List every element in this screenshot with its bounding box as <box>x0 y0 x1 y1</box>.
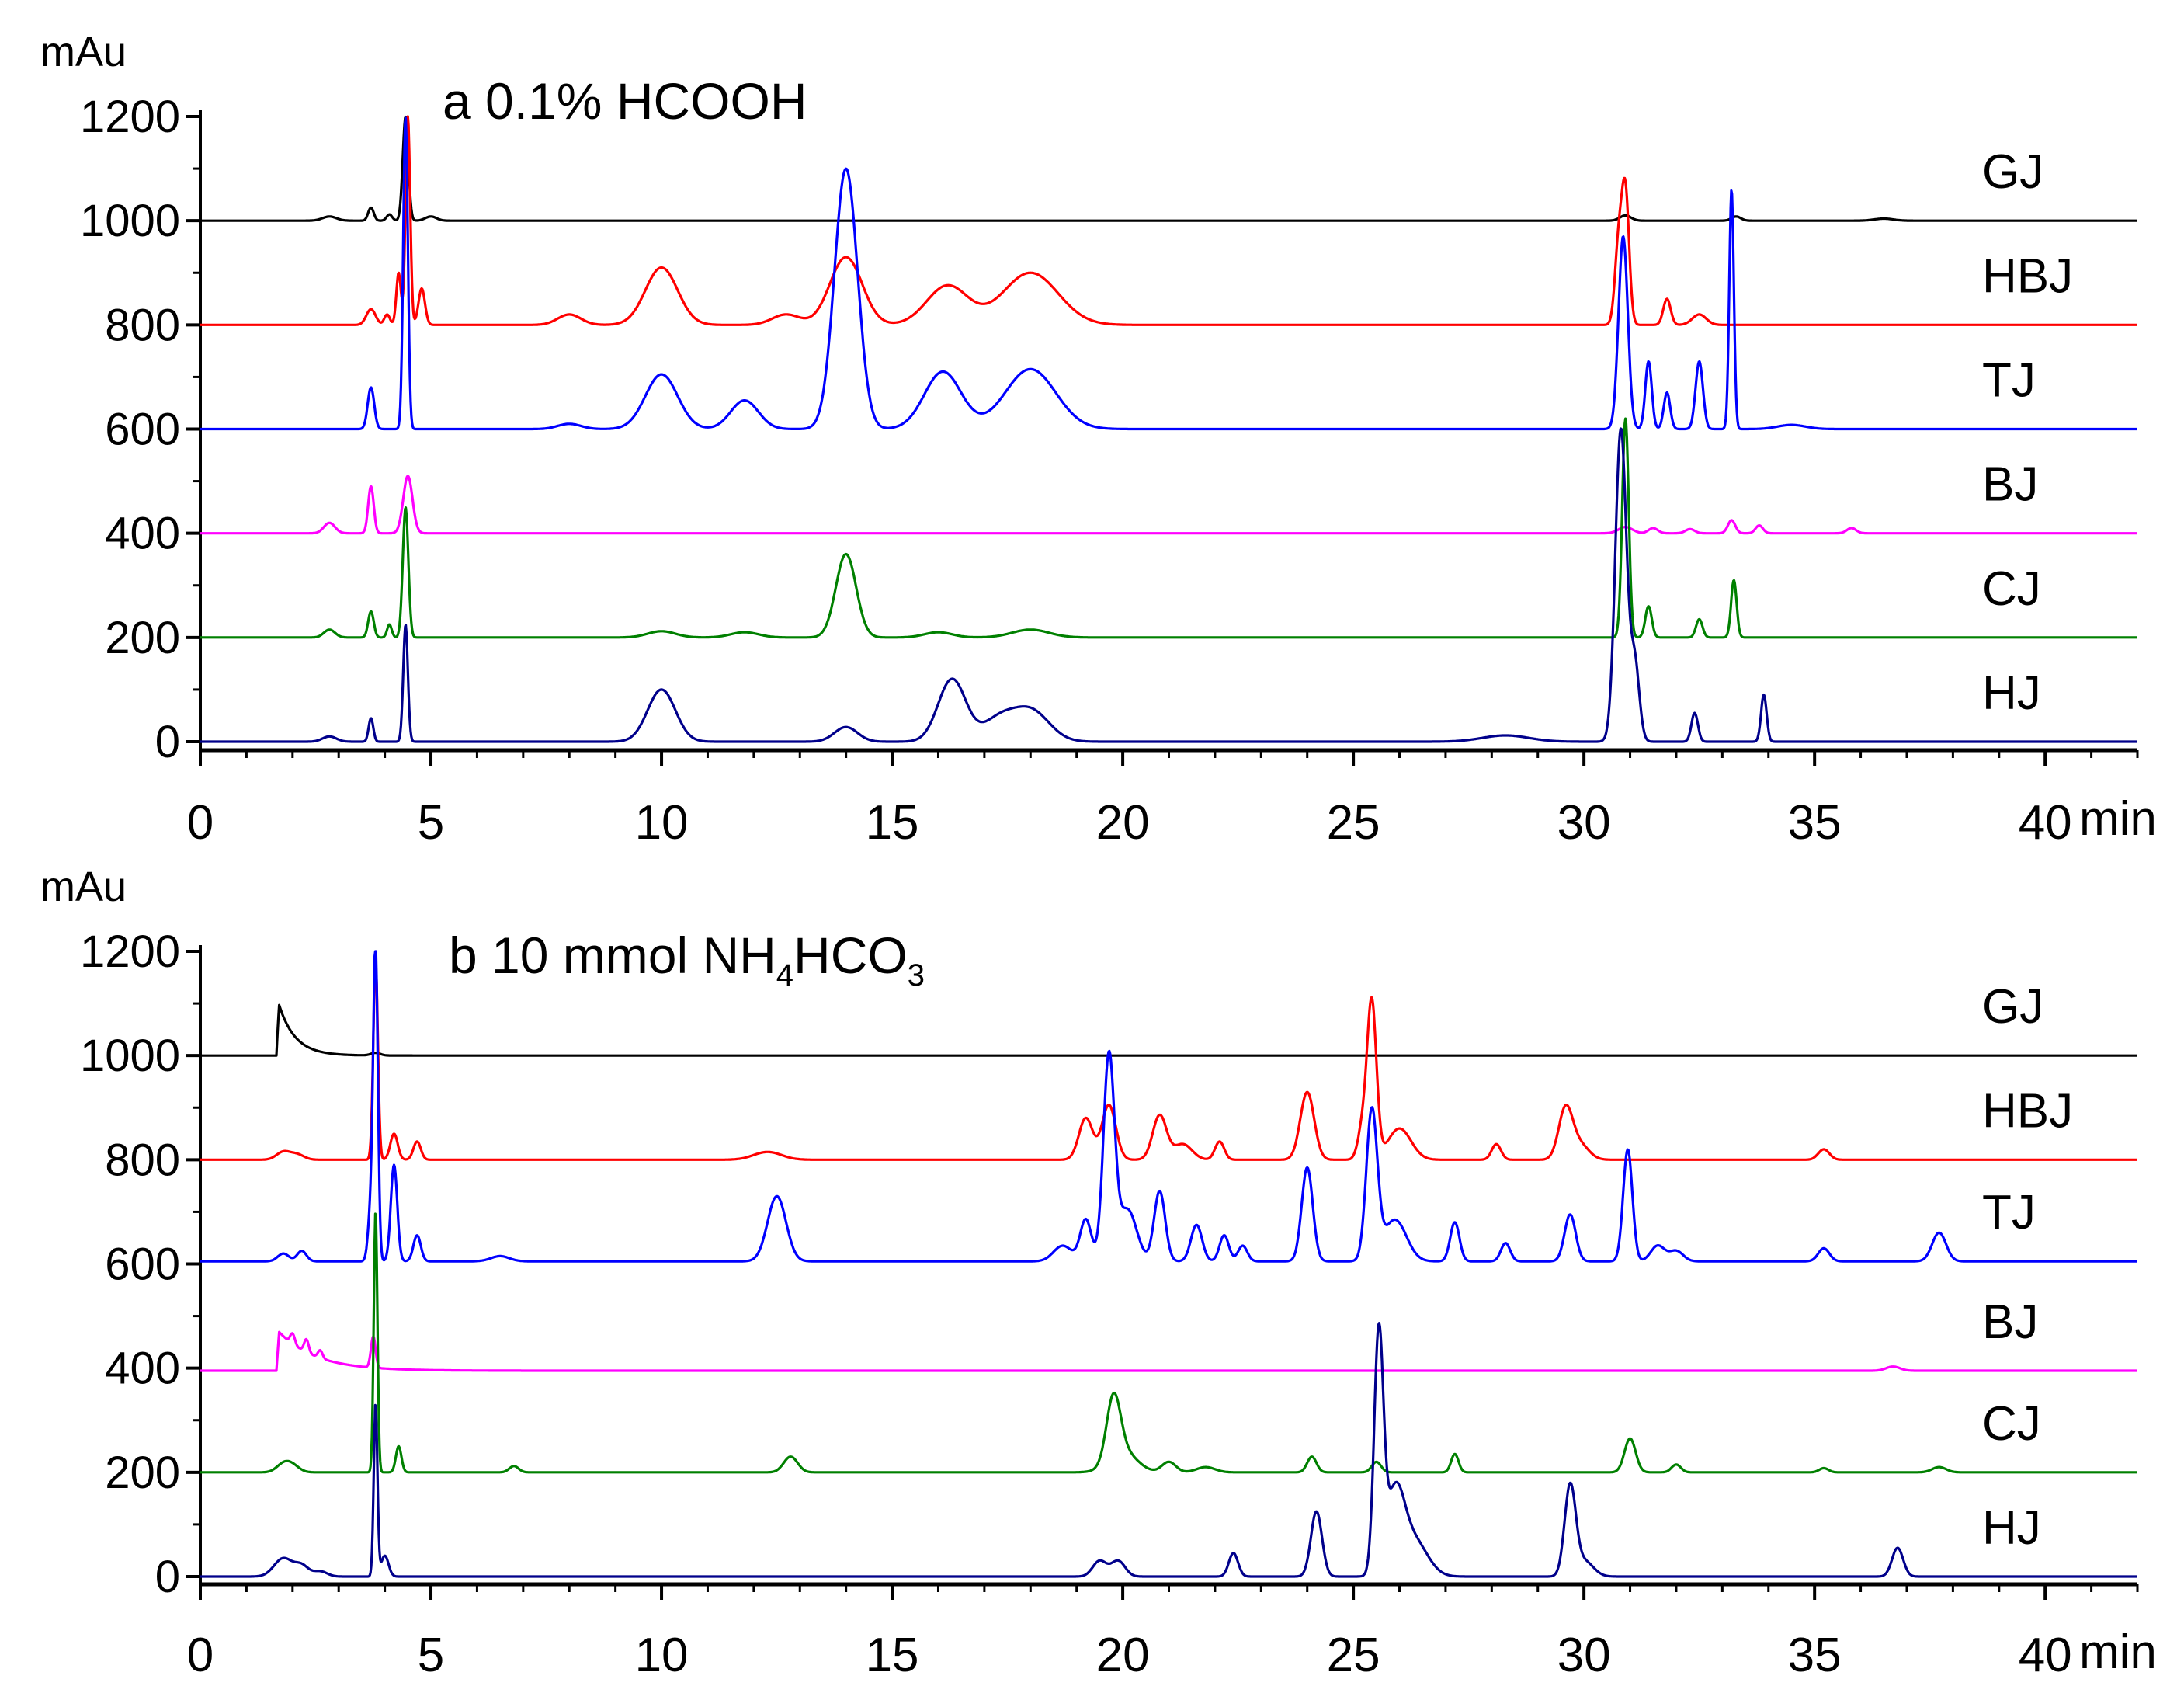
panel-b: mAu b 10 mmol NH4HCO3 min 02004006008001… <box>40 864 2157 1682</box>
series-label-hj: HJ <box>1982 666 2041 720</box>
x-tick-label: 5 <box>418 1629 444 1682</box>
y-tick-label: 1000 <box>80 1031 180 1081</box>
x-tick-label: 0 <box>187 1629 214 1682</box>
x-tick-label: 35 <box>1788 1629 1842 1682</box>
x-tick-label: 40 <box>2019 796 2072 850</box>
x-tick-label: 35 <box>1788 796 1842 850</box>
y-tick-label: 0 <box>155 717 180 767</box>
y-tick-label: 0 <box>155 1552 180 1602</box>
series-label-gj: GJ <box>1982 145 2043 199</box>
y-tick-label: 800 <box>105 1135 180 1185</box>
y-tick-label: 200 <box>105 613 180 663</box>
x-tick-label: 10 <box>635 1629 689 1682</box>
y-tick-label: 600 <box>105 1239 180 1290</box>
x-tick-label: 15 <box>866 796 919 850</box>
series-line-bj <box>200 1330 2138 1372</box>
y-tick-label: 1200 <box>80 92 180 142</box>
series-line-hj <box>200 427 2138 743</box>
y-axis-unit-label: mAu <box>40 864 127 910</box>
x-tick-label: 0 <box>187 796 214 850</box>
panel-title-text: a 0.1% HCOOH <box>443 72 807 130</box>
y-tick-label: 400 <box>105 1344 180 1394</box>
x-tick-label: 15 <box>866 1629 919 1682</box>
series-label-hj: HJ <box>1982 1501 2041 1555</box>
x-axis-unit-label: min <box>2079 1625 2157 1679</box>
panel-title: b 10 mmol NH4HCO3 <box>449 926 925 993</box>
series-line-tj <box>200 116 2138 431</box>
x-tick-label: 5 <box>418 796 444 850</box>
panel-title-text: HCO <box>793 926 908 984</box>
panel-title-subscript: 3 <box>908 958 925 993</box>
x-tick-label: 25 <box>1327 796 1380 850</box>
y-tick-label: 1000 <box>80 196 180 246</box>
series-label-bj: BJ <box>1982 458 2038 512</box>
panel-a: mAu a 0.1% HCOOH min 0200400600800100012… <box>40 29 2157 850</box>
y-tick-label: 800 <box>105 300 180 350</box>
series-label-tj: TJ <box>1982 1186 2036 1239</box>
panel-title: a 0.1% HCOOH <box>443 72 807 130</box>
y-tick-label: 1200 <box>80 926 180 977</box>
x-tick-label: 30 <box>1557 1629 1611 1682</box>
y-tick-label: 200 <box>105 1448 180 1498</box>
series-line-cj <box>200 417 2138 639</box>
panel-title-subscript: 4 <box>776 958 793 993</box>
x-tick-label: 20 <box>1096 1629 1150 1682</box>
series-label-cj: CJ <box>1982 562 2041 616</box>
series-line-hbj <box>200 961 2138 1161</box>
y-axis-unit-label: mAu <box>40 29 127 75</box>
series-line-hj <box>200 1322 2138 1578</box>
series-label-hbj: HBJ <box>1982 249 2073 303</box>
x-axis-unit-label: min <box>2079 792 2157 846</box>
series-line-bj <box>200 475 2138 535</box>
series-label-gj: GJ <box>1982 980 2043 1034</box>
panel-title-text: b 10 mmol NH <box>449 926 776 984</box>
series-line-cj <box>200 1212 2138 1474</box>
series-label-cj: CJ <box>1982 1397 2041 1451</box>
series-label-tj: TJ <box>1982 354 2036 408</box>
x-tick-label: 20 <box>1096 796 1150 850</box>
series-line-gj <box>200 1003 2138 1057</box>
x-tick-label: 10 <box>635 796 689 850</box>
series-label-bj: BJ <box>1982 1295 2038 1349</box>
series-line-hbj <box>200 115 2138 326</box>
series-line-tj <box>200 950 2138 1263</box>
series-label-hbj: HBJ <box>1982 1084 2073 1138</box>
y-tick-label: 400 <box>105 509 180 559</box>
y-tick-label: 600 <box>105 405 180 455</box>
x-tick-label: 25 <box>1327 1629 1380 1682</box>
series-line-gj <box>200 115 2138 222</box>
x-tick-label: 40 <box>2019 1629 2072 1682</box>
x-tick-label: 30 <box>1557 796 1611 850</box>
